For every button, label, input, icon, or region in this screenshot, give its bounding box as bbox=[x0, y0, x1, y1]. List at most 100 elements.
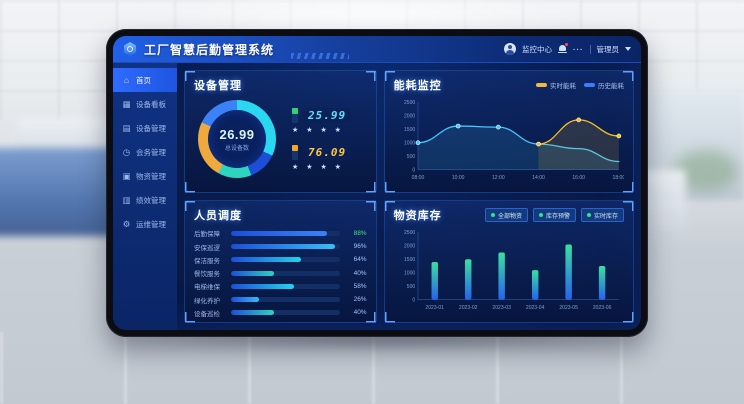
sidebar-item-label: 物资管理 bbox=[136, 171, 166, 181]
personnel-row-percent: 58% bbox=[353, 282, 367, 290]
sidebar-item-1[interactable]: ▦ 设备看板 bbox=[113, 92, 177, 116]
sidebar-nav: ⌂ 首页 ▦ 设备看板 ▤ 设备管理 ◷ 会务管理 ▣ 物资管理 ▥ 绩效管理 ⚙ 运维管理 bbox=[113, 63, 177, 330]
equipment-stats: 25.99 ★ ★ ★ ★ 76.09 ★ ★ ★ ★ bbox=[292, 107, 352, 171]
stat-value: 76.09 bbox=[303, 144, 352, 160]
svg-text:1500: 1500 bbox=[404, 127, 415, 133]
inventory-legend-button-1[interactable]: 库存预警 bbox=[532, 208, 576, 222]
chevron-down-icon[interactable] bbox=[625, 47, 631, 51]
sidebar-item-icon: ⌂ bbox=[123, 75, 130, 85]
notification-bell-icon[interactable] bbox=[558, 42, 568, 54]
personnel-bar-fill bbox=[231, 283, 294, 289]
svg-text:2023-04: 2023-04 bbox=[525, 305, 544, 311]
main-content-grid: 设备管理 26.99 总设备数 25.99 ★ ★ ★ ★ 76.09 ★ ★ ★ ★ bbox=[177, 63, 641, 330]
svg-text:12:00: 12:00 bbox=[492, 175, 505, 181]
panel-inventory: 物资库存 全部物资 库存预警 实时库存 0 500 1000 1500 2000 2500 20… bbox=[383, 200, 634, 323]
sidebar-item-label: 绩效管理 bbox=[136, 195, 166, 205]
personnel-bar-track bbox=[231, 257, 340, 263]
legend-dot bbox=[490, 213, 495, 217]
panel-title-energy: 能耗监控 bbox=[393, 80, 442, 92]
personnel-bar-fill bbox=[231, 310, 275, 316]
svg-text:1500: 1500 bbox=[404, 257, 415, 263]
personnel-bar-fill bbox=[231, 244, 336, 249]
dashboard-body: ⌂ 首页 ▦ 设备看板 ▤ 设备管理 ◷ 会务管理 ▣ 物资管理 ▥ 绩效管理 ⚙ 运维管理 设备管理 2… bbox=[113, 63, 641, 330]
inventory-legend-button-0[interactable]: 全部物资 bbox=[484, 208, 528, 222]
stat-indicator-square bbox=[292, 144, 298, 151]
legend-label: 历史能耗 bbox=[598, 83, 624, 90]
svg-text:2500: 2500 bbox=[404, 100, 415, 106]
sidebar-item-4[interactable]: ▣ 物资管理 bbox=[113, 164, 177, 188]
svg-text:2023-03: 2023-03 bbox=[492, 305, 511, 311]
sidebar-item-icon: ▣ bbox=[122, 170, 131, 181]
user-avatar[interactable] bbox=[504, 43, 516, 55]
sidebar-item-0[interactable]: ⌂ 首页 bbox=[113, 68, 177, 92]
personnel-row-label: 电梯维保 bbox=[194, 284, 220, 292]
personnel-row-6: 设备巡检 40% bbox=[194, 308, 367, 318]
svg-text:14:00: 14:00 bbox=[532, 175, 545, 181]
personnel-row-3: 餐饮服务 40% bbox=[194, 268, 367, 279]
sidebar-item-label: 设备看板 bbox=[136, 99, 166, 109]
inventory-panel-header: 物资库存 全部物资 库存预警 实时库存 bbox=[394, 207, 624, 223]
donut-center-label: 总设备数 bbox=[224, 145, 249, 152]
more-menu-button[interactable]: ··· bbox=[573, 44, 584, 54]
personnel-bar-fill bbox=[231, 230, 327, 236]
equipment-stat-0: 25.99 ★ ★ ★ ★ bbox=[292, 107, 352, 134]
svg-text:1000: 1000 bbox=[404, 140, 415, 146]
header-right-cluster: 监控中心 ··· 管理员 bbox=[504, 42, 631, 55]
legend-pill bbox=[584, 83, 595, 87]
energy-legend-item-0[interactable]: 实时能耗 bbox=[536, 80, 576, 90]
personnel-bar-track bbox=[231, 283, 340, 289]
svg-text:2023-01: 2023-01 bbox=[425, 305, 444, 311]
personnel-bar-list: 后勤保障 88% 安保巡逻 96% 保洁服务 64% 餐饮服务 40% 电梯维保 58% 绿化养护 2… bbox=[194, 225, 367, 321]
personnel-bar-track bbox=[231, 310, 340, 316]
legend-label: 全部物资 bbox=[497, 213, 522, 220]
svg-text:16:00: 16:00 bbox=[572, 175, 585, 181]
svg-text:18:00: 18:00 bbox=[612, 175, 624, 181]
dashboard-screen: 工厂智慧后勤管理系统 监控中心 ··· 管理员 ⌂ 首页 ▦ 设备看板 ▤ 设备管理 ◷ 会务… bbox=[113, 36, 641, 330]
app-title: 工厂智慧后勤管理系统 bbox=[144, 42, 275, 57]
legend-dot bbox=[538, 213, 543, 217]
stat-indicator bbox=[292, 107, 298, 123]
svg-text:1000: 1000 bbox=[404, 270, 415, 276]
personnel-row-2: 保洁服务 64% bbox=[194, 255, 367, 265]
legend-label: 实时能耗 bbox=[550, 83, 576, 90]
sidebar-item-2[interactable]: ▤ 设备管理 bbox=[113, 116, 177, 140]
personnel-row-label: 餐饮服务 bbox=[194, 271, 220, 278]
panel-energy: 能耗监控 实时能耗 历史能耗 0 500 1000 1500 2000 2500 08:00 1… bbox=[383, 70, 634, 193]
sidebar-item-3[interactable]: ◷ 会务管理 bbox=[113, 140, 177, 164]
equipment-donut-chart: 26.99 总设备数 bbox=[198, 100, 276, 178]
sidebar-item-icon: ▤ bbox=[122, 122, 131, 133]
energy-legend-item-1[interactable]: 历史能耗 bbox=[584, 80, 624, 90]
inventory-legend-button-2[interactable]: 实时库存 bbox=[580, 208, 624, 222]
sidebar-item-icon: ⚙ bbox=[122, 218, 131, 229]
personnel-bar-fill bbox=[231, 257, 301, 263]
stat-value: 25.99 bbox=[303, 107, 352, 123]
personnel-row-label: 设备巡检 bbox=[194, 310, 220, 318]
user-center-label: 监控中心 bbox=[522, 44, 552, 54]
svg-text:2000: 2000 bbox=[404, 113, 415, 119]
user-menu[interactable]: 管理员 bbox=[596, 44, 620, 54]
svg-text:500: 500 bbox=[406, 154, 415, 160]
panel-title-equipment: 设备管理 bbox=[194, 80, 242, 92]
personnel-row-percent: 64% bbox=[353, 256, 367, 264]
sidebar-item-6[interactable]: ⚙ 运维管理 bbox=[113, 212, 177, 236]
svg-text:2023-05: 2023-05 bbox=[559, 305, 578, 311]
equipment-stat-row: 76.09 bbox=[292, 144, 352, 160]
donut-center: 26.99 总设备数 bbox=[208, 110, 266, 168]
inventory-bar-chart: 0 500 1000 1500 2000 2500 2023-01 2023-02 2023-0… bbox=[404, 230, 619, 311]
inventory-legend: 全部物资 库存预警 实时库存 bbox=[484, 208, 624, 222]
sidebar-item-5[interactable]: ▥ 绩效管理 bbox=[113, 188, 177, 212]
svg-text:2023-02: 2023-02 bbox=[459, 305, 478, 311]
energy-line-chart: 0 500 1000 1500 2000 2500 08:00 10:00 12:00 14:00… bbox=[404, 100, 624, 181]
personnel-bar-track bbox=[231, 297, 340, 302]
personnel-bar-fill bbox=[231, 297, 260, 302]
legend-label: 库存预警 bbox=[545, 213, 570, 220]
personnel-row-label: 绿化养护 bbox=[194, 297, 220, 305]
dashboard-device-frame: 工厂智慧后勤管理系统 监控中心 ··· 管理员 ⌂ 首页 ▦ 设备看板 ▤ 设备管理 ◷ 会务… bbox=[106, 29, 648, 337]
stat-indicator-square bbox=[292, 107, 298, 114]
legend-label: 实时库存 bbox=[593, 213, 618, 220]
panel-equipment: 设备管理 26.99 总设备数 25.99 ★ ★ ★ ★ 76.09 ★ ★ ★ ★ bbox=[184, 70, 377, 193]
personnel-bar-track bbox=[231, 270, 340, 276]
personnel-row-percent: 26% bbox=[353, 296, 367, 303]
stat-indicator bbox=[292, 144, 298, 160]
svg-text:500: 500 bbox=[406, 284, 415, 290]
